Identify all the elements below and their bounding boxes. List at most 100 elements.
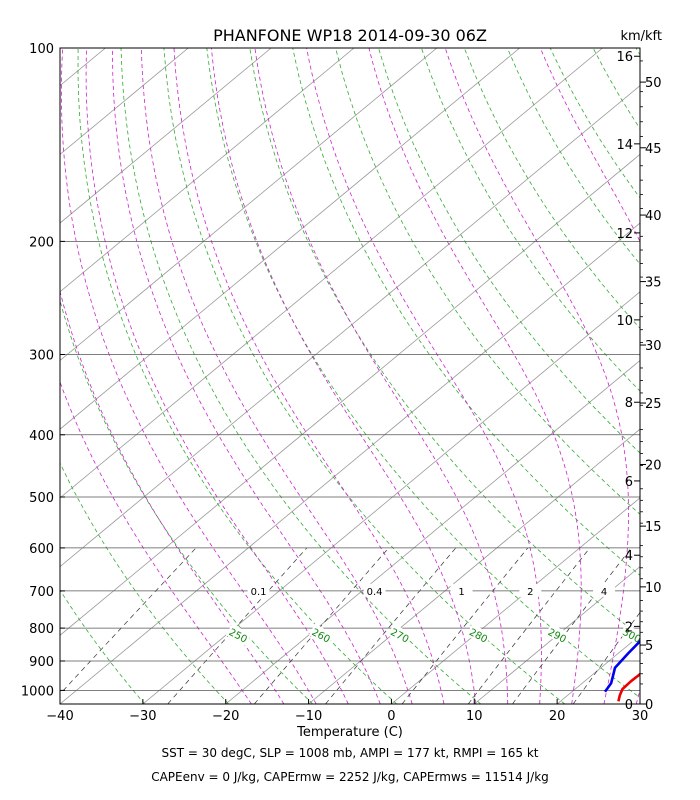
label-background	[519, 583, 542, 597]
km-tick-label: 10	[616, 314, 633, 329]
isotherm-line	[60, 153, 640, 636]
x-tick-label: 0	[387, 709, 395, 724]
label-background	[450, 583, 473, 597]
moist-adiabat-line	[141, 48, 413, 704]
x-axis-label: Temperature (C)	[296, 725, 403, 740]
kft-tick-label: 35	[645, 276, 662, 291]
dry-adiabat-line	[60, 589, 146, 704]
moist-adiabat-line	[112, 48, 381, 704]
kft-tick-label: 45	[645, 142, 662, 157]
mixing-ratio-line	[401, 547, 529, 704]
moist-adiabat-line	[211, 48, 477, 704]
moist-adiabat-line	[61, 48, 317, 704]
kft-tick-label: 0	[645, 698, 653, 713]
isotherm-line	[60, 48, 189, 155]
moist-adiabat-line	[368, 48, 582, 704]
kft-tick-label: 30	[645, 339, 662, 354]
mixing-ratio-line	[167, 547, 308, 704]
dry-adiabat-line	[506, 48, 640, 265]
x-tick-label: −20	[212, 709, 239, 724]
y-tick-label: 300	[29, 348, 54, 363]
x-tick-label: −10	[295, 709, 322, 724]
dry-adiabat-line	[335, 48, 640, 515]
isotherm-line	[308, 428, 640, 704]
label-background	[247, 583, 270, 597]
mixing-ratio-line	[60, 547, 197, 695]
dry-adiabat-line	[163, 48, 566, 704]
x-tick-label: −40	[46, 709, 73, 724]
km-tick-label: 4	[625, 549, 633, 564]
mixing-ratio-line	[254, 547, 389, 704]
km-tick-label: 16	[616, 50, 633, 65]
kft-tick-label: 20	[645, 458, 662, 473]
label-background	[363, 583, 386, 597]
y-tick-label: 500	[29, 491, 54, 506]
height-axis-label: km/kft	[620, 29, 662, 44]
moist-adiabat-line	[539, 48, 640, 704]
isotherm-line	[0, 48, 23, 704]
isotherm-line	[60, 48, 106, 87]
km-tick-label: 14	[616, 138, 633, 153]
isotherm-line	[60, 48, 355, 293]
label-background	[619, 623, 640, 646]
x-tick-label: 20	[549, 709, 566, 724]
isobar-lines	[60, 48, 640, 691]
mixing_ratio-label: 8	[689, 237, 695, 248]
y-tick-label: 100	[29, 42, 54, 57]
km-tick-label: 2	[625, 620, 633, 635]
dry-adiabat-line	[77, 48, 397, 704]
isotherm-line	[225, 359, 640, 704]
x-tick-label: 10	[466, 709, 483, 724]
isotherm-line	[60, 48, 520, 430]
background-lines	[0, 48, 700, 704]
mixing-ratio-line	[325, 547, 457, 704]
lcl-label: 1	[458, 587, 464, 598]
lcl-label: 0.1	[251, 587, 267, 598]
height-axis: 0 2 4 6 8 10 12 14 16 0 5 10 15 20 25 30 35 40 45 50	[616, 50, 661, 713]
label-background	[308, 623, 335, 646]
y-tick-label: 400	[29, 429, 54, 444]
kft-tick-label: 5	[645, 639, 653, 654]
isotherm-line	[60, 222, 640, 704]
dry-adiabat-line	[60, 702, 62, 704]
dry-adiabat-line	[292, 48, 640, 576]
moist-adiabat-line	[60, 289, 285, 704]
moist-adiabat-line	[660, 48, 700, 704]
kft-tick-label: 10	[645, 581, 662, 596]
moist-adiabat-line	[306, 48, 542, 704]
y-tick-label: 800	[29, 622, 54, 637]
y-tick-label: 600	[29, 542, 54, 557]
chart-title: PHANFONE WP18 2014-09-30 06Z	[213, 26, 487, 45]
label-background	[225, 623, 252, 646]
isotherm-line	[142, 291, 640, 704]
y-axis: 100 200 300 400 500 600 700 800 900 1000	[21, 42, 65, 699]
km-tick-label: 6	[625, 475, 633, 490]
km-tick-label: 12	[616, 227, 633, 242]
footer-line-2: CAPEenv = 0 J/kg, CAPErmw = 2252 J/kg, C…	[151, 770, 549, 784]
label-background	[681, 234, 700, 247]
y-tick-label: 200	[29, 235, 54, 250]
background-labels: 81216202428320.10.4124710162502602702802…	[225, 234, 700, 646]
kft-tick-label: 25	[645, 397, 662, 412]
mixing-ratio-line	[512, 547, 632, 704]
lcl-label: 0.4	[367, 587, 383, 598]
dry-adiabat-line	[679, 48, 700, 704]
kft-tick-label: 50	[645, 76, 662, 91]
km-tick-label: 8	[625, 396, 633, 411]
mixing-ratio-line	[572, 611, 640, 704]
dry-adiabat-line	[60, 299, 313, 704]
y-tick-label: 1000	[21, 684, 54, 699]
dry-adiabat-line	[120, 48, 482, 704]
dry-adiabat-line	[60, 462, 229, 704]
label-background	[544, 623, 571, 646]
x-tick-label: −30	[129, 709, 156, 724]
label-background	[593, 583, 616, 597]
plot-frame	[59, 47, 641, 705]
lcl-label: 2	[527, 587, 533, 598]
dry-adiabat-line	[378, 48, 640, 454]
x-axis: −40 −30 −20 −10 0 10 20 30	[46, 699, 648, 724]
moist-adiabat-line	[254, 48, 509, 704]
isotherm-line	[60, 85, 640, 568]
moist-adiabat-line	[444, 48, 629, 704]
